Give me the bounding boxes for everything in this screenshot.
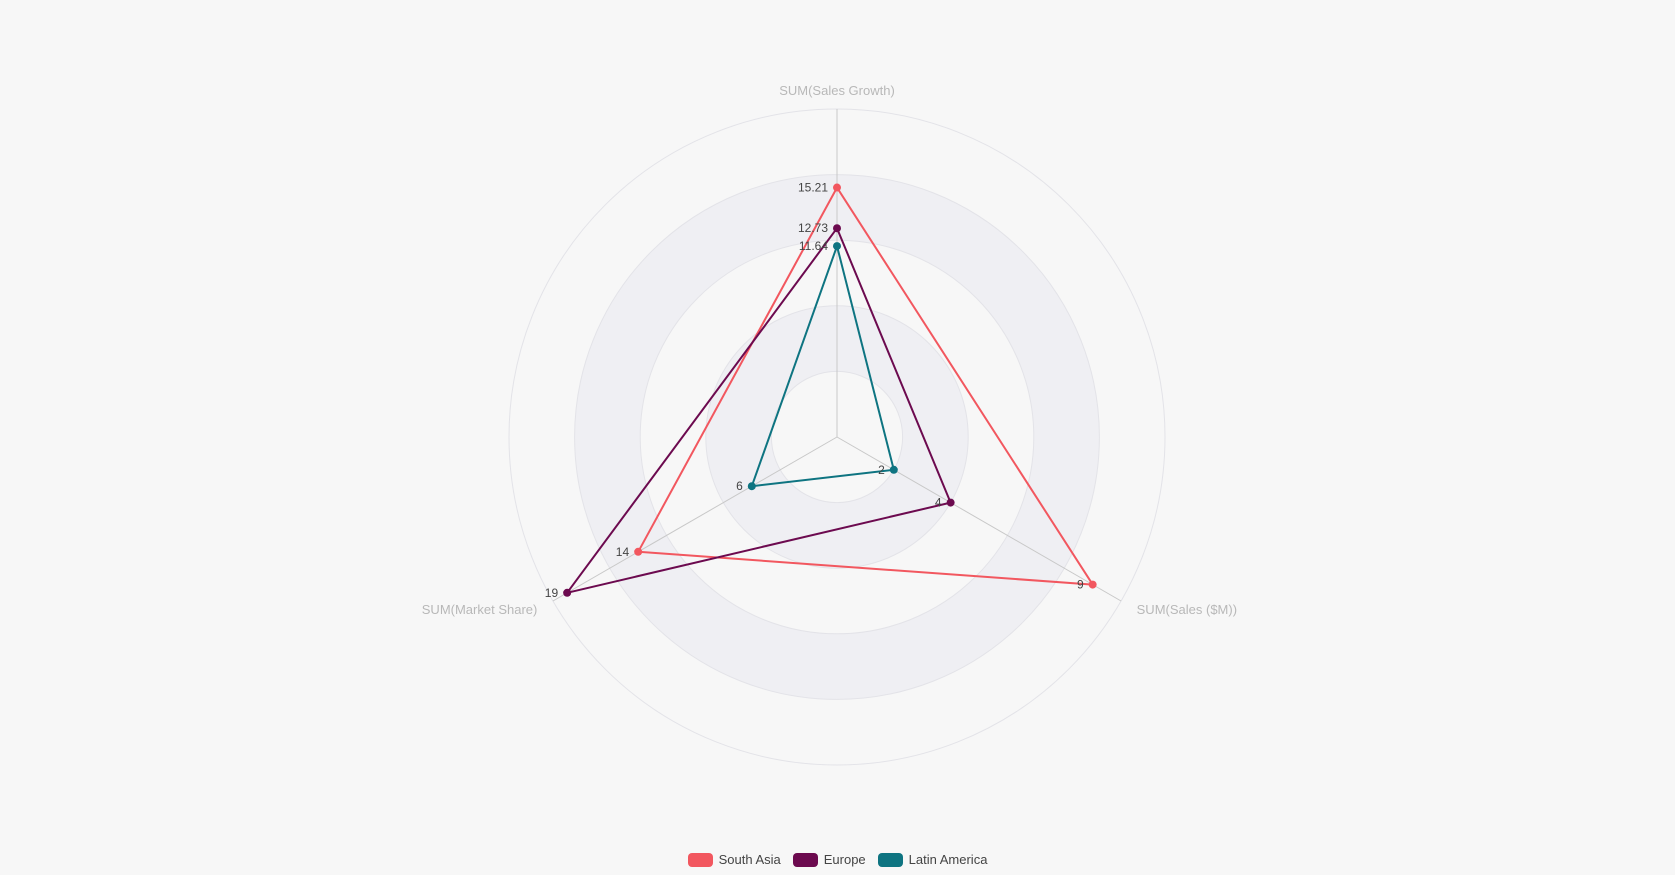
value-label-europe-0: 12.73 <box>798 221 828 235</box>
legend-label-south-asia: South Asia <box>718 852 781 867</box>
value-label-south-asia-2: 14 <box>616 545 630 559</box>
point-south-asia-0 <box>833 183 841 192</box>
value-label-latin-america-2: 6 <box>736 479 743 493</box>
value-label-south-asia-0: 15.21 <box>798 181 828 195</box>
axis-name-sum-sales-m: SUM(Sales ($M)) <box>1137 602 1237 617</box>
axis-line-sum-market-share <box>552 436 838 602</box>
point-europe-1 <box>946 498 955 507</box>
legend-swatch-south-asia <box>687 852 713 867</box>
point-south-asia-1 <box>1088 580 1097 589</box>
point-latin-america-2 <box>747 482 756 491</box>
point-latin-america-0 <box>833 242 841 251</box>
point-europe-2 <box>563 588 572 597</box>
value-label-europe-2: 19 <box>545 586 559 600</box>
axis-name-sum-sales-growth: SUM(Sales Growth) <box>779 83 895 98</box>
value-label-latin-america-1: 2 <box>878 463 885 477</box>
series-line-south-asia <box>637 186 1094 586</box>
legend-label-latin-america: Latin America <box>908 852 988 867</box>
point-south-asia-2 <box>634 547 643 556</box>
value-label-south-asia-1: 9 <box>1077 578 1084 592</box>
legend-item-south-asia[interactable]: South Asia <box>687 852 781 867</box>
axis-line-sum-sales-m <box>836 436 1122 602</box>
point-europe-0 <box>833 224 841 233</box>
legend-swatch-europe <box>792 852 818 867</box>
point-latin-america-1 <box>889 465 898 474</box>
axis-name-sum-market-share: SUM(Market Share) <box>422 602 538 617</box>
value-label-latin-america-0: 11.64 <box>799 239 828 253</box>
legend-item-europe[interactable]: Europe <box>792 852 866 867</box>
value-label-europe-1: 4 <box>935 496 942 510</box>
series-line-europe <box>566 227 952 594</box>
legend-item-latin-america[interactable]: Latin America <box>877 852 988 867</box>
series-line-latin-america <box>750 245 895 488</box>
legend-swatch-latin-america <box>877 852 903 867</box>
legend-label-europe: Europe <box>823 852 866 867</box>
legend: South Asia Europe Latin America <box>0 852 1675 867</box>
